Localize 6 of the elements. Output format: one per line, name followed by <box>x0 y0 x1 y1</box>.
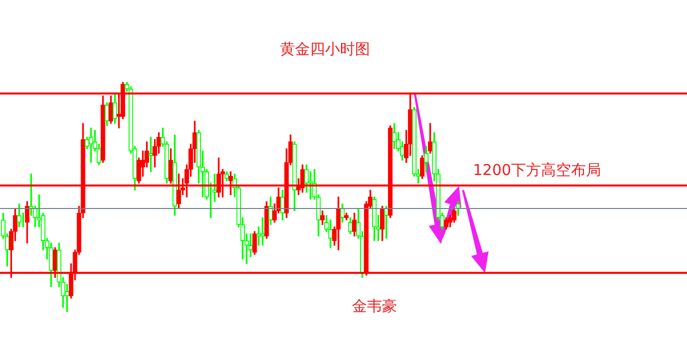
candlestick <box>88 128 94 163</box>
candlestick <box>308 171 313 200</box>
text: 1200下方高空布局 <box>473 161 602 180</box>
annotation: 金韦豪 <box>352 297 397 316</box>
chart-title: 黄金四小时图 <box>279 40 371 59</box>
candlestick <box>64 284 70 312</box>
